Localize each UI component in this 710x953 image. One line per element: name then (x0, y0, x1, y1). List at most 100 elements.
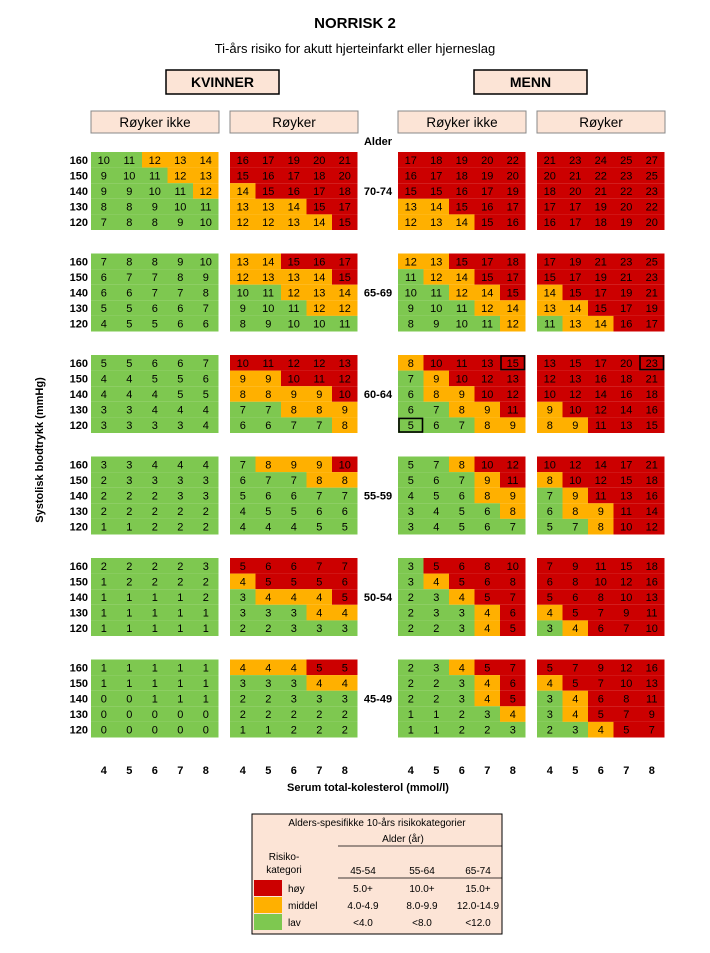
risk-value: 9 (203, 272, 209, 284)
risk-cell (398, 253, 424, 270)
risk-value: 12 (288, 358, 300, 370)
risk-cell (562, 253, 588, 270)
legend-high-45-54: 5.0+ (353, 884, 373, 895)
risk-value: 8 (101, 202, 107, 214)
risk-value: 11 (507, 475, 518, 487)
risk-cell (613, 690, 639, 707)
risk-value: 15 (544, 272, 556, 284)
risk-value: 10 (646, 623, 658, 635)
risk-value: 2 (291, 725, 297, 737)
risk-cell (230, 269, 256, 285)
risk-cell (613, 284, 639, 301)
risk-value: 9 (649, 709, 655, 721)
risk-value: 2 (126, 561, 132, 573)
highlighted-cell (500, 355, 526, 371)
risk-value: 2 (177, 576, 183, 588)
risk-value: 1 (408, 709, 414, 721)
risk-value: 25 (646, 256, 658, 268)
risk-value: 9 (177, 256, 183, 268)
risk-cell (423, 284, 449, 301)
risk-cell (500, 198, 526, 215)
risk-value: 3 (459, 623, 465, 635)
risk-value: 7 (126, 272, 132, 284)
risk-value: 9 (101, 170, 107, 182)
risk-value: 11 (405, 272, 416, 284)
risk-cell (142, 214, 168, 230)
legend-label-low: lav (288, 918, 301, 929)
risk-value: 3 (484, 709, 490, 721)
risk-value: 2 (342, 709, 348, 721)
risk-value: 7 (265, 405, 271, 417)
risk-value: 4 (203, 420, 209, 432)
risk-value: 4 (316, 678, 322, 690)
risk-cell (500, 269, 526, 285)
risk-cell (500, 315, 526, 332)
risk-value: 2 (408, 592, 414, 604)
risk-cell (588, 721, 614, 738)
risk-cell (423, 456, 449, 473)
risk-value: 17 (646, 319, 658, 331)
risk-cell (193, 386, 219, 402)
risk-cell (332, 558, 358, 574)
risk-cell (639, 620, 665, 636)
risk-value: 24 (595, 155, 607, 167)
risk-cell (255, 558, 281, 574)
risk-value: 10 (620, 522, 632, 534)
risk-cell (332, 386, 358, 402)
risk-value: 14 (595, 459, 607, 471)
risk-value: 0 (126, 694, 132, 706)
risk-value: 3 (152, 420, 158, 432)
risk-value: 2 (342, 725, 348, 737)
risk-value: 10 (339, 389, 351, 401)
risk-cell (588, 417, 614, 433)
risk-value: 6 (342, 576, 348, 588)
risk-cell (142, 487, 168, 504)
risk-cell (193, 456, 219, 473)
risk-value: 6 (265, 420, 271, 432)
risk-value: 2 (203, 522, 209, 534)
risk-value: 11 (456, 358, 467, 370)
risk-value: 23 (620, 170, 632, 182)
risk-cell (332, 675, 358, 691)
risk-value: 11 (263, 358, 274, 370)
risk-cell (449, 721, 475, 738)
x-tick-label: 8 (649, 765, 655, 777)
risk-cell (255, 183, 281, 199)
risk-cell (500, 417, 526, 433)
risk-value: 7 (342, 491, 348, 503)
risk-cell (639, 198, 665, 215)
risk-value: 4 (126, 373, 132, 385)
risk-value: 17 (569, 217, 581, 229)
risk-cell (423, 300, 449, 316)
risk-value: 3 (459, 678, 465, 690)
risk-value: 10 (544, 389, 556, 401)
risk-value: 7 (291, 420, 297, 432)
risk-cell (193, 573, 219, 590)
risk-cell (588, 370, 614, 387)
risk-cell (116, 300, 142, 316)
risk-value: 16 (288, 186, 300, 198)
risk-value: 7 (265, 475, 271, 487)
risk-value: 5 (316, 522, 322, 534)
risk-cell (142, 417, 168, 433)
risk-cell (398, 315, 424, 332)
risk-value: 0 (101, 725, 107, 737)
risk-value: 4 (152, 389, 158, 401)
risk-value: 4 (291, 522, 297, 534)
risk-value: 3 (510, 725, 516, 737)
risk-value: 6 (459, 491, 465, 503)
risk-cell (639, 253, 665, 270)
risk-value: 3 (316, 623, 322, 635)
risk-value: 18 (313, 170, 325, 182)
risk-value: 1 (152, 662, 158, 674)
risk-value: 1 (408, 725, 414, 737)
risk-cell (537, 315, 563, 332)
risk-value: 7 (459, 420, 465, 432)
risk-cell (613, 558, 639, 574)
risk-value: 8 (342, 475, 348, 487)
risk-value: 17 (405, 155, 417, 167)
risk-cell (398, 300, 424, 316)
risk-cell (167, 456, 193, 473)
y-tick-label: 160 (70, 256, 88, 268)
risk-value: 0 (203, 725, 209, 737)
